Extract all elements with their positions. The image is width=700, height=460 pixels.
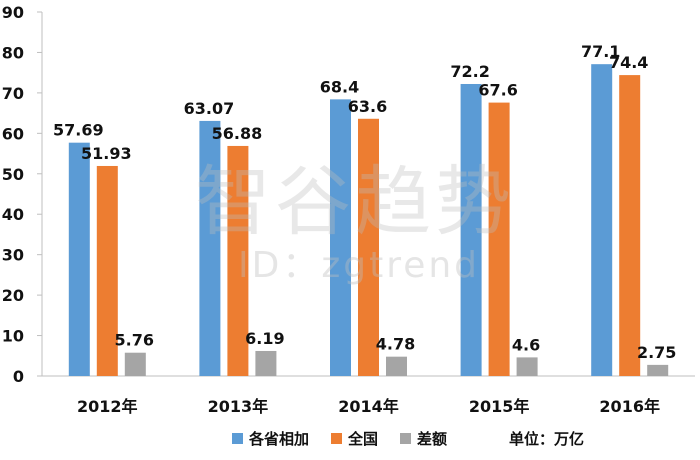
data-label: 72.2 <box>450 62 489 81</box>
bar <box>124 352 146 376</box>
chart-legend: 各省相加 全国 差额 单位：万亿 <box>232 428 584 449</box>
y-tick-label: 60 <box>2 124 24 143</box>
data-label: 63.07 <box>184 99 235 118</box>
bar <box>460 83 482 376</box>
data-label: 2.75 <box>637 343 676 362</box>
bar <box>516 357 538 376</box>
legend-label: 差额 <box>417 430 448 448</box>
y-tick-label: 10 <box>2 327 24 346</box>
data-label: 63.6 <box>348 97 387 116</box>
legend-label: 各省相加 <box>249 430 310 448</box>
data-label: 77.1 <box>581 42 620 61</box>
bar <box>96 165 118 376</box>
bar <box>591 64 613 376</box>
bar <box>227 145 249 376</box>
bar <box>330 99 351 377</box>
x-tick-label: 2015年 <box>469 397 530 416</box>
y-tick-label: 90 <box>2 3 24 22</box>
data-label: 5.76 <box>115 331 154 350</box>
legend-swatch <box>232 433 243 444</box>
data-label: 4.6 <box>512 335 540 354</box>
data-label: 74.4 <box>609 53 648 72</box>
bar <box>619 75 641 377</box>
watermark-id-text: ID：zgtrend <box>238 245 481 286</box>
data-label: 6.19 <box>245 329 284 348</box>
data-label: 67.6 <box>478 81 517 100</box>
unit-label: 单位：万亿 <box>509 430 585 448</box>
x-tick-label: 2014年 <box>338 397 399 416</box>
legend-label: 全国 <box>348 430 379 448</box>
bar <box>199 120 221 376</box>
legend-item-difference: 差额 <box>400 428 447 449</box>
legend-swatch <box>400 433 412 444</box>
bar <box>255 350 277 376</box>
bar <box>358 118 379 377</box>
y-tick-label: 80 <box>2 43 24 62</box>
bar <box>68 142 90 376</box>
y-tick-label: 20 <box>2 286 24 305</box>
legend-item-national: 全国 <box>331 428 378 449</box>
x-tick-label: 2016年 <box>599 397 660 416</box>
y-tick-label: 70 <box>2 84 24 103</box>
y-tick-label: 40 <box>2 205 24 224</box>
legend-item-sum-of-provinces: 各省相加 <box>232 428 309 449</box>
data-label: 68.4 <box>320 77 359 96</box>
y-tick-label: 30 <box>2 246 24 265</box>
watermark-text: 智谷趋势 <box>195 157 515 246</box>
x-tick-label: 2012年 <box>77 397 138 416</box>
legend-swatch <box>331 433 343 444</box>
data-label: 57.69 <box>53 121 104 140</box>
bar <box>488 102 510 377</box>
data-label: 51.93 <box>81 144 132 163</box>
bar <box>647 364 669 376</box>
bar <box>386 356 407 376</box>
data-label: 4.78 <box>376 335 415 354</box>
data-label: 56.88 <box>212 124 263 143</box>
y-tick-label: 0 <box>13 367 24 386</box>
y-tick-label: 50 <box>2 165 24 184</box>
x-tick-label: 2013年 <box>208 397 269 416</box>
